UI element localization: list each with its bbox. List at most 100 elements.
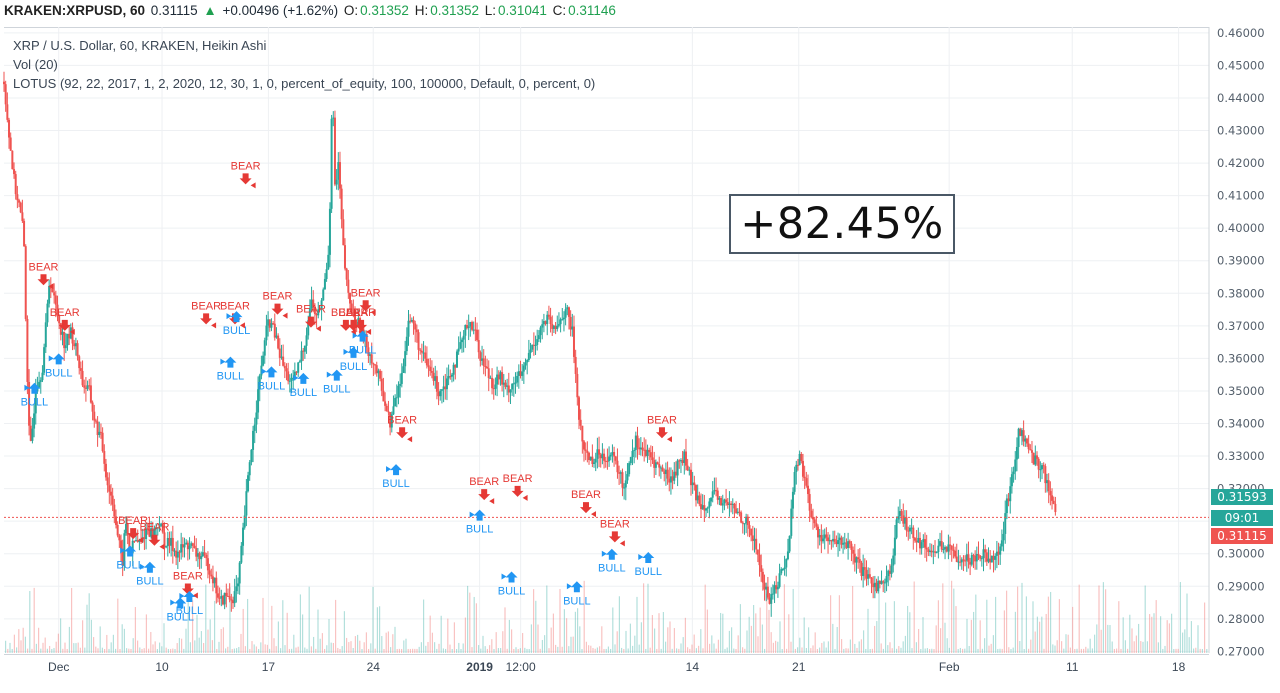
candle-body [191, 543, 194, 546]
candle-body [840, 537, 843, 545]
volume-bar [1157, 642, 1159, 653]
bull-arrow-icon [330, 369, 343, 381]
candle-body [68, 333, 71, 339]
volume-bar [988, 645, 990, 653]
volume-bar [460, 648, 462, 653]
low-value: 0.31041 [498, 3, 547, 18]
candle-body [477, 340, 480, 353]
volume-bar [583, 580, 585, 653]
volume-bar [814, 632, 816, 653]
last-price-badge: 0.31115 [1211, 528, 1273, 544]
volume-bar [196, 614, 198, 653]
volume-bar [953, 588, 955, 653]
volume-bar [775, 640, 777, 653]
candle-body [283, 365, 286, 369]
volume-bar [546, 585, 548, 653]
volume-bar [801, 647, 803, 653]
candle-body [720, 497, 723, 506]
symbol-header: KRAKEN:XRPUSD, 60 0.31115 ▲ +0.00496 (+1… [0, 0, 1280, 22]
candle-body [564, 309, 567, 318]
candle-body [633, 449, 636, 451]
candle-body [922, 539, 925, 543]
candle-body [1042, 465, 1045, 467]
bull-label: BULL [323, 384, 351, 396]
volume-legend[interactable]: Vol (20) [13, 57, 58, 72]
candle-body [975, 554, 978, 562]
candle-body [810, 510, 813, 518]
volume-bar [977, 648, 979, 653]
candle-body [588, 452, 591, 461]
volume-bar [1140, 641, 1142, 653]
candle-body [987, 558, 990, 562]
volume-bar [1065, 634, 1067, 653]
volume-bar [220, 628, 222, 653]
volume-bar [1052, 644, 1054, 653]
volume-bar [803, 617, 805, 653]
volume-bar [667, 627, 669, 653]
candle-body [407, 320, 410, 337]
candle-body [967, 554, 970, 562]
symbol-label[interactable]: KRAKEN:XRPUSD, 60 [4, 3, 146, 18]
candle-body [250, 449, 253, 463]
candle-body [377, 370, 380, 374]
volume-bar [541, 639, 543, 653]
volume-bar [761, 624, 763, 653]
candle-body [486, 366, 489, 369]
high-label: H: [414, 3, 429, 18]
volume-bar [297, 646, 299, 653]
candle-body [663, 471, 666, 475]
candle-body [880, 581, 883, 584]
candle-body [788, 535, 791, 552]
volume-bar [746, 630, 748, 653]
bear-marker-icon [407, 436, 413, 443]
volume-bar [995, 596, 997, 653]
candle-body [449, 376, 452, 378]
volume-bar [163, 623, 165, 653]
volume-bar [790, 641, 792, 653]
volume-bar [302, 614, 304, 653]
candle-body [320, 300, 323, 310]
volume-bar [570, 636, 572, 653]
indicator-legend[interactable]: LOTUS (92, 22, 2017, 1, 2, 2020, 12, 30,… [13, 76, 596, 91]
candle-body [302, 350, 305, 352]
volume-bar [101, 647, 103, 653]
volume-bar [1144, 585, 1146, 653]
candle-body [554, 325, 557, 329]
candle-body [223, 592, 226, 605]
candle-body [208, 570, 211, 575]
volume-bar [898, 646, 900, 653]
volume-bar [805, 648, 807, 653]
volume-bar [1056, 640, 1058, 653]
volume-bar [493, 649, 495, 653]
volume-bar [82, 620, 84, 653]
chart-title[interactable]: XRP / U.S. Dollar, 60, KRAKEN, Heikin As… [13, 38, 267, 53]
candle-body [710, 497, 713, 502]
candle-body [1004, 513, 1007, 534]
candle-body [693, 482, 696, 486]
bull-marker-icon [261, 368, 267, 375]
candle-body [175, 550, 178, 558]
candle-body [380, 378, 383, 391]
candle-body [118, 535, 121, 541]
volume-bar [361, 649, 363, 653]
volume-bar [858, 641, 860, 653]
volume-bar [662, 612, 664, 653]
chart-pane[interactable] [4, 27, 1209, 655]
bear-label: BEAR [29, 261, 59, 273]
candle-body [447, 376, 450, 379]
candle-body [365, 334, 368, 348]
volume-bar [924, 648, 926, 653]
volume-bar [876, 621, 878, 653]
volume-bar [77, 642, 79, 653]
bear-label: BEAR [331, 307, 361, 319]
candle-body [679, 460, 682, 462]
volume-bar [1206, 648, 1208, 653]
candle-body [21, 212, 24, 221]
candle-body [467, 326, 470, 329]
candle-body [944, 547, 947, 550]
volume-bar [896, 648, 898, 653]
volume-bar [889, 642, 891, 653]
bull-arrow-icon [570, 581, 583, 593]
volume-bar [1162, 648, 1164, 653]
